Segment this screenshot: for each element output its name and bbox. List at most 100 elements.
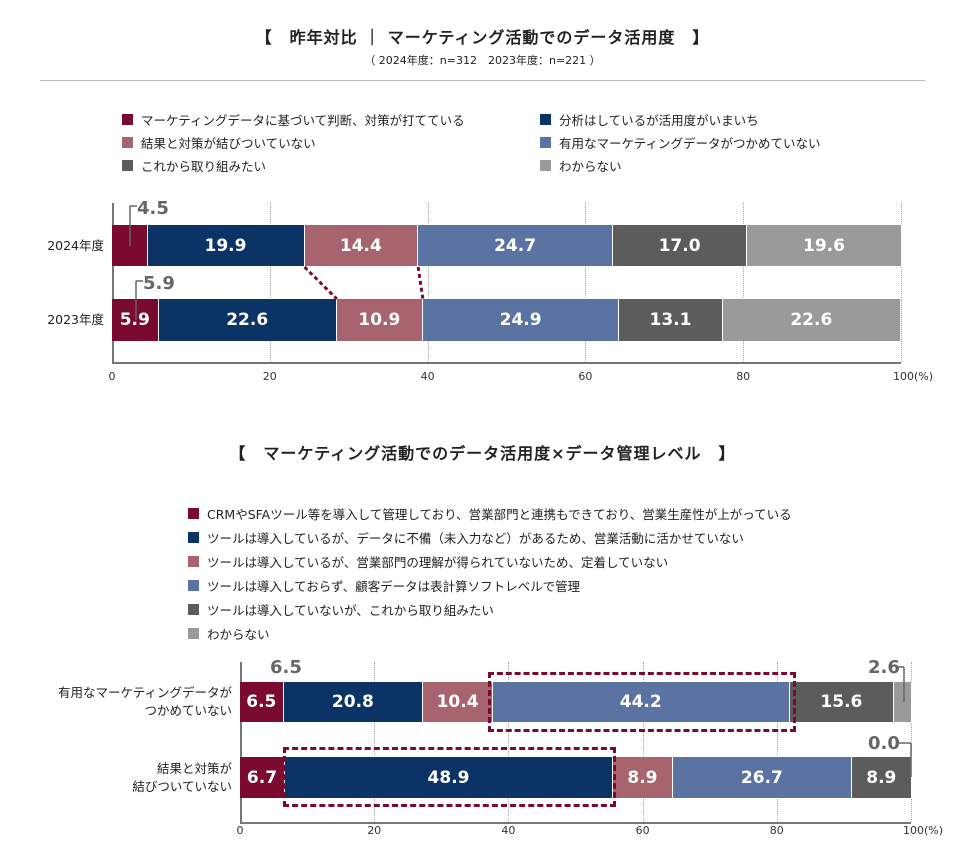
- x-tick-label: 20: [262, 370, 277, 383]
- legend-label: ツールは導入しているが、データに不備（未入力など）があるため、営業活動に活かせて…: [207, 531, 744, 546]
- legend-label: 有用なマーケティングデータがつかめていない: [559, 136, 821, 151]
- x-tick-label: 40: [420, 370, 435, 383]
- highlight-box: [488, 672, 796, 732]
- x-tick-label: 80: [736, 370, 751, 383]
- bar-segment: 19.9: [147, 225, 305, 266]
- gridline: [427, 203, 429, 362]
- data-label: 44.2: [619, 692, 662, 712]
- legend-swatch: [540, 114, 551, 125]
- comparison-connector: [303, 265, 338, 301]
- x-tick-label: 40: [501, 824, 516, 837]
- category-label: 2024年度: [47, 237, 104, 253]
- data-label: 24.9: [499, 310, 542, 330]
- bar-segment: 8.9: [613, 757, 673, 798]
- bar-segment: 24.9: [422, 299, 620, 341]
- data-label: 17.0: [658, 235, 701, 256]
- bar-segment: 20.8: [283, 682, 424, 722]
- bar-segment: 10.4: [423, 682, 493, 722]
- legend-swatch: [188, 580, 199, 591]
- bar-segment: 8.9: [851, 757, 912, 798]
- data-label: 20.8: [331, 692, 374, 712]
- data-label: 13.1: [649, 310, 692, 330]
- gridline: [508, 662, 510, 822]
- gridline: [374, 662, 376, 822]
- bar-segment: 5.9: [112, 299, 159, 341]
- bar-segment: [112, 225, 148, 266]
- legend-swatch: [188, 556, 199, 567]
- legend-item: ツールは導入しておらず、顧客データは表計算ソフトレベルで管理: [188, 576, 580, 595]
- legend-swatch: [540, 160, 551, 171]
- bar-segment: [894, 682, 912, 722]
- legend-item: ツールは導入していないが、これから取り組みたい: [188, 600, 494, 619]
- gridline: [901, 203, 902, 362]
- legend-label: マーケティングデータに基づいて判断、対策が打てている: [141, 113, 465, 128]
- bar-segment: 44.2: [492, 682, 790, 722]
- gridline: [269, 203, 271, 362]
- bar-segment: 48.9: [284, 757, 614, 798]
- legend-label: これから取り組みたい: [141, 159, 267, 174]
- bar-segment: 10.9: [336, 299, 423, 341]
- data-label: 26.7: [740, 767, 783, 788]
- x-axis: [240, 822, 911, 824]
- divider: [40, 80, 925, 81]
- chart1-title: 【 昨年対比 ｜ マーケティング活動でのデータ活用度 】: [255, 28, 710, 47]
- data-label: 19.9: [204, 235, 247, 256]
- legend-label: ツールは導入しているが、営業部門の理解が得られていないため、定着していない: [207, 555, 669, 570]
- x-tick-label: 20: [367, 824, 382, 837]
- bar-segment: 24.7: [418, 225, 613, 266]
- gridline: [585, 203, 587, 362]
- data-label: 10.4: [436, 692, 479, 712]
- bar-segment: 19.6: [747, 225, 902, 266]
- data-label: 8.9: [627, 767, 658, 788]
- callout-label: 0.0: [868, 733, 900, 754]
- data-label: 8.9: [866, 767, 897, 788]
- legend-item: わからない: [188, 624, 270, 643]
- legend-label: CRMやSFAツール等を導入して管理しており、営業部門と連携もできており、営業生…: [207, 507, 792, 522]
- legend-item: わからない: [540, 156, 622, 175]
- legend-item: 分析はしているが活用度がいまいち: [540, 110, 759, 129]
- data-label: 10.9: [358, 310, 401, 330]
- data-label: 19.6: [802, 235, 845, 256]
- data-label: 14.4: [339, 235, 382, 256]
- legend-item: ツールは導入しているが、営業部門の理解が得られていないため、定着していない: [188, 552, 668, 571]
- data-label: 22.6: [226, 310, 269, 330]
- data-label: 48.9: [427, 767, 470, 788]
- data-label: 6.7: [246, 767, 278, 788]
- data-label: 15.6: [820, 692, 863, 712]
- legend-swatch: [540, 137, 551, 148]
- bar-segment: 15.6: [789, 682, 895, 722]
- comparison-connector: [416, 266, 425, 300]
- legend-label: わからない: [207, 627, 270, 642]
- legend-swatch: [122, 160, 133, 171]
- data-label: 22.6: [790, 310, 833, 330]
- gridline: [776, 662, 778, 822]
- legend-swatch: [188, 532, 199, 543]
- legend-item: CRMやSFAツール等を導入して管理しており、営業部門と連携もできており、営業生…: [188, 504, 792, 523]
- legend-swatch: [188, 628, 199, 639]
- legend-item: マーケティングデータに基づいて判断、対策が打てている: [122, 110, 465, 129]
- legend-item: 有用なマーケティングデータがつかめていない: [540, 133, 821, 152]
- bar-segment: 14.4: [304, 225, 419, 266]
- legend-label: ツールは導入しておらず、顧客データは表計算ソフトレベルで管理: [207, 579, 581, 594]
- callout-label: 2.6: [868, 657, 900, 678]
- x-tick-label: 60: [635, 824, 650, 837]
- gridline: [743, 203, 745, 362]
- legend-swatch: [188, 508, 199, 519]
- bar-segment: 17.0: [613, 225, 748, 266]
- bar-segment: 6.7: [240, 757, 285, 798]
- legend-item: ツールは導入しているが、データに不備（未入力など）があるため、営業活動に活かせて…: [188, 528, 744, 547]
- category-label: 有用なマーケティングデータが つかめていない: [57, 685, 232, 718]
- x-tick-label: 60: [578, 370, 593, 383]
- data-label: 24.7: [494, 235, 537, 256]
- bar-segment: 13.1: [619, 299, 723, 341]
- legend-item: これから取り組みたい: [122, 156, 266, 175]
- legend-swatch: [122, 114, 133, 125]
- x-tick-label: 80: [769, 824, 784, 837]
- highlight-box: [283, 747, 616, 807]
- chart2-title: 【 マーケティング活動でのデータ活用度×データ管理レベル 】: [229, 444, 736, 463]
- chart1-subtitle: （ 2024年度：n=312 2023年度：n=221 ）: [364, 54, 601, 67]
- callout-label: 4.5: [137, 198, 169, 219]
- legend-swatch: [122, 137, 133, 148]
- bar-segment: 26.7: [672, 757, 852, 798]
